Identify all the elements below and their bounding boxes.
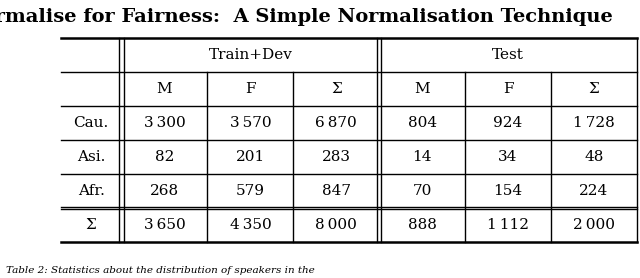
Text: F: F [503, 82, 513, 96]
Text: M: M [414, 82, 430, 96]
Text: Train+Dev: Train+Dev [209, 48, 292, 61]
Text: 1 112: 1 112 [487, 218, 529, 232]
Text: Cau.: Cau. [74, 116, 109, 130]
Text: 1 728: 1 728 [573, 116, 615, 130]
Text: 3 300: 3 300 [143, 116, 186, 130]
Text: Σ: Σ [86, 218, 97, 232]
Text: 6 870: 6 870 [316, 116, 357, 130]
Text: 268: 268 [150, 184, 179, 198]
Text: 154: 154 [493, 184, 523, 198]
Text: 804: 804 [408, 116, 436, 130]
Text: 224: 224 [579, 184, 609, 198]
Text: Test: Test [492, 48, 524, 61]
Text: 48: 48 [584, 150, 604, 164]
Text: 14: 14 [412, 150, 432, 164]
Text: 924: 924 [493, 116, 523, 130]
Text: 283: 283 [322, 150, 351, 164]
Text: 3 650: 3 650 [143, 218, 186, 232]
Text: 34: 34 [499, 150, 518, 164]
Text: Table 2: Statistics about the distribution of speakers in the: Table 2: Statistics about the distributi… [6, 266, 315, 275]
Text: Asi.: Asi. [77, 150, 106, 164]
Text: F: F [245, 82, 255, 96]
Text: 2 000: 2 000 [573, 218, 615, 232]
Text: 4 350: 4 350 [230, 218, 271, 232]
Text: Σ: Σ [331, 82, 342, 96]
Text: 201: 201 [236, 150, 265, 164]
Text: Normalise for Fairness:  A Simple Normalisation Technique: Normalise for Fairness: A Simple Normali… [0, 8, 612, 26]
Text: 8 000: 8 000 [316, 218, 357, 232]
Text: 3 570: 3 570 [230, 116, 271, 130]
Text: Σ: Σ [589, 82, 599, 96]
Text: 70: 70 [412, 184, 432, 198]
Text: 847: 847 [322, 184, 351, 198]
Text: M: M [157, 82, 172, 96]
Text: 579: 579 [236, 184, 265, 198]
Text: 82: 82 [155, 150, 174, 164]
Text: Afr.: Afr. [78, 184, 104, 198]
Text: 888: 888 [408, 218, 436, 232]
